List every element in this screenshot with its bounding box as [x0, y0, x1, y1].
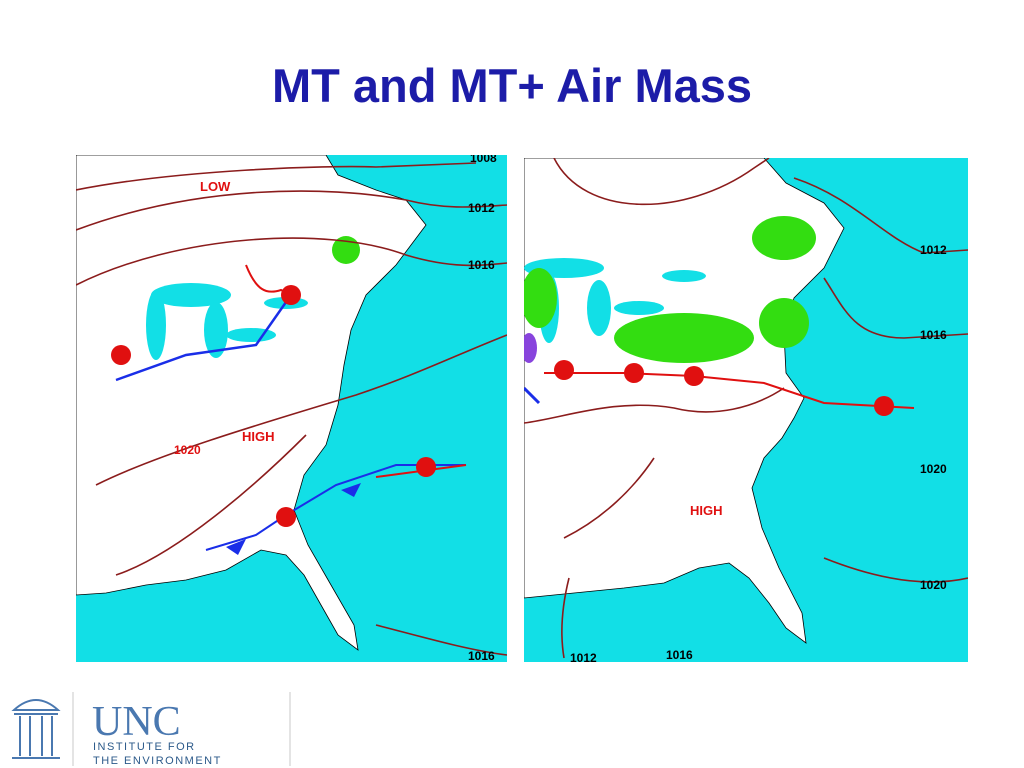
isobar-label: 1016: [468, 649, 495, 662]
isobar-label: 1016: [920, 328, 947, 342]
isobar-label: 1008: [470, 155, 497, 165]
logo-text: THE ENVIRONMENT: [93, 755, 222, 767]
logo: UNC INSTITUTE FOR THE ENVIRONMENT: [11, 692, 291, 767]
pressure-label: HIGH: [690, 503, 723, 518]
isobar-label: 1020: [920, 462, 947, 476]
isobar-label: 1012: [468, 201, 495, 215]
logo-name: UNC: [92, 699, 181, 745]
isobar-label: 1016: [468, 258, 495, 272]
isobar-label: 1012: [570, 651, 597, 662]
weather-map: LOW HIGH 1008 1012 1016 1020 1016: [76, 155, 507, 662]
isobar-label: 1020: [174, 443, 201, 457]
isobar-label: 1016: [666, 648, 693, 662]
isobar-label: 1012: [920, 243, 947, 257]
logo-text: INSTITUTE FOR: [93, 741, 196, 753]
weather-map: HIGH 1012 1016 1020 1020 1012 1016: [524, 158, 968, 662]
isobar-label: 1020: [920, 578, 947, 592]
pressure-label: LOW: [200, 179, 231, 194]
slide-title: MT and MT+ Air Mass: [271, 59, 753, 112]
pressure-label: HIGH: [242, 429, 275, 444]
